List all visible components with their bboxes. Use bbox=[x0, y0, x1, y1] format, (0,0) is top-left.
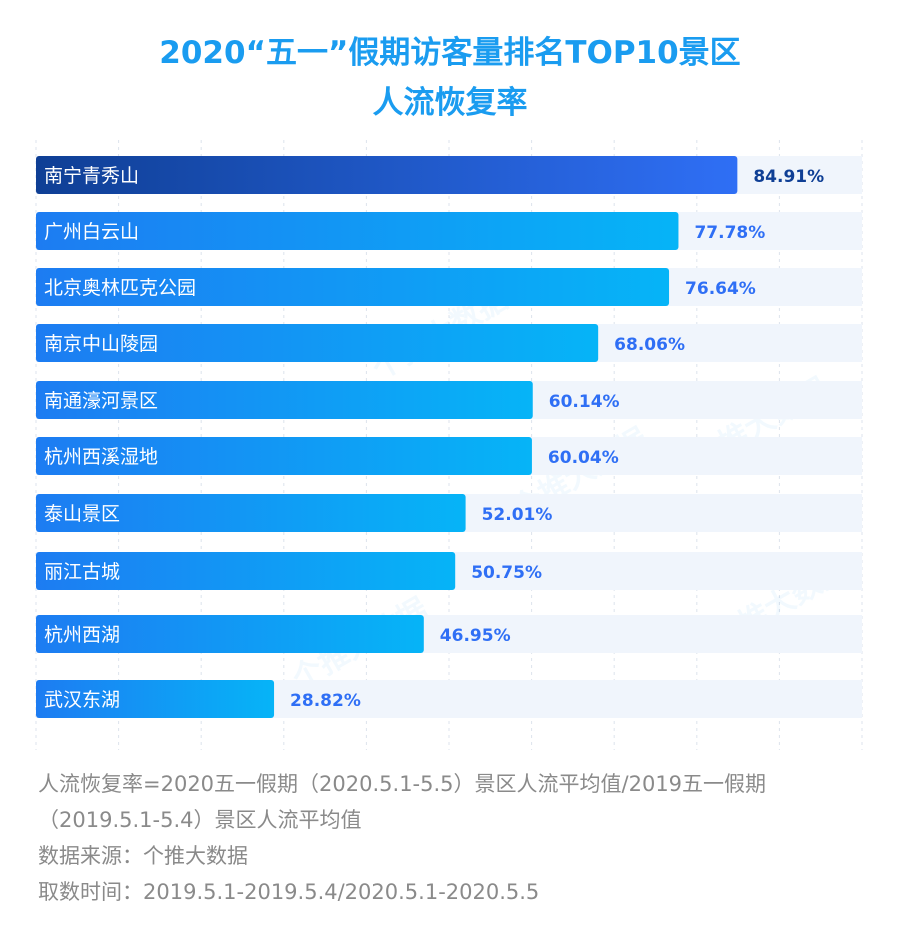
value-label: 68.06% bbox=[614, 335, 685, 355]
value-label: 76.64% bbox=[685, 279, 756, 299]
note-source: 数据来源：个推大数据 bbox=[38, 844, 248, 868]
value-label: 60.04% bbox=[548, 448, 619, 468]
bar bbox=[36, 552, 456, 590]
category-label: 武汉东湖 bbox=[44, 689, 120, 711]
value-label: 52.01% bbox=[482, 505, 553, 525]
value-label: 50.75% bbox=[471, 563, 542, 583]
bar bbox=[36, 156, 738, 194]
bar bbox=[36, 381, 533, 419]
bar bbox=[36, 615, 424, 653]
value-label: 46.95% bbox=[440, 626, 511, 646]
bar bbox=[36, 680, 275, 718]
note-definition-line2: （2019.5.1-5.4）景区人流平均值 bbox=[38, 808, 362, 832]
category-label: 杭州西湖 bbox=[44, 624, 120, 646]
value-label: 77.78% bbox=[694, 223, 765, 243]
bar bbox=[36, 324, 599, 362]
value-label: 28.82% bbox=[290, 691, 361, 711]
note-definition-line1: 人流恢复率=2020五一假期（2020.5.1-5.5）景区人流平均值/2019… bbox=[38, 772, 767, 796]
category-label: 北京奥林匹克公园 bbox=[44, 277, 196, 299]
note-period: 取数时间：2019.5.1-2019.5.4/2020.5.1-2020.5.5 bbox=[38, 880, 540, 904]
category-label: 南京中山陵园 bbox=[44, 333, 158, 355]
category-label: 丽江古城 bbox=[44, 561, 120, 583]
bar bbox=[36, 268, 670, 306]
value-label: 84.91% bbox=[753, 167, 824, 187]
bar bbox=[36, 212, 679, 250]
category-label: 广州白云山 bbox=[44, 221, 139, 243]
chart-title-line1: 2020“五一”假期访客量排名TOP10景区 bbox=[159, 35, 741, 71]
bar-chart: 个推大数据个推大数据个推大数据个推大数据个推大数据 南宁青秀山84.91%广州白… bbox=[35, 140, 863, 750]
chart-notes: 人流恢复率=2020五一假期（2020.5.1-5.5）景区人流平均值/2019… bbox=[38, 766, 878, 910]
chart-title-line2: 人流恢复率 bbox=[372, 85, 528, 121]
bar bbox=[36, 437, 532, 475]
bar bbox=[36, 494, 466, 532]
category-label: 南宁青秀山 bbox=[44, 165, 139, 187]
value-label: 60.14% bbox=[549, 392, 620, 412]
category-label: 杭州西溪湿地 bbox=[44, 446, 158, 468]
category-label: 泰山景区 bbox=[44, 503, 120, 525]
category-label: 南通濠河景区 bbox=[44, 390, 158, 412]
